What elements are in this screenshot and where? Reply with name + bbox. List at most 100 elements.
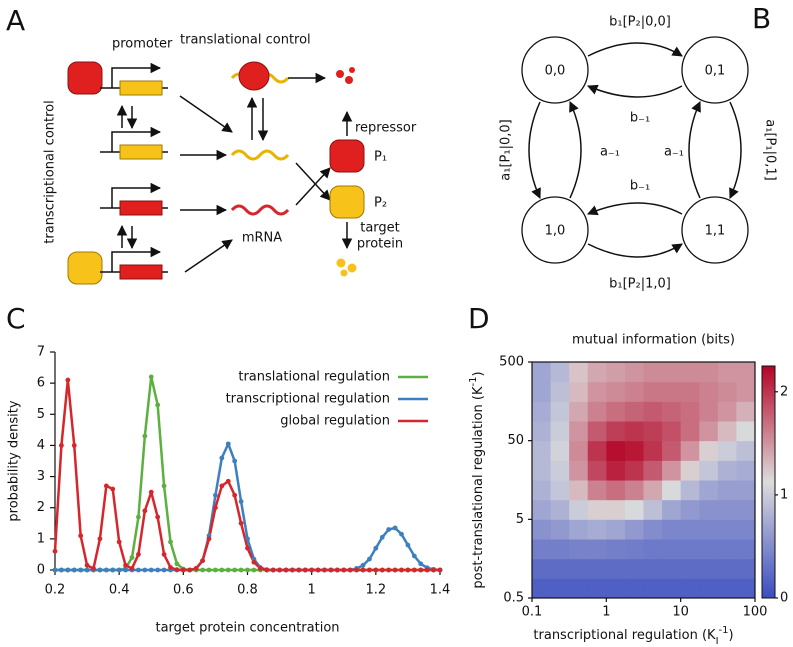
data-point xyxy=(270,567,276,573)
x-tick-label: 1.2 xyxy=(365,583,386,598)
heatmap-cell xyxy=(624,480,644,501)
data-point xyxy=(367,556,372,562)
y-tick-label: 0 xyxy=(37,563,45,578)
data-point xyxy=(97,567,103,573)
heatmap-cell xyxy=(717,460,737,481)
panel-letter: D xyxy=(468,302,490,335)
heatmap-cell xyxy=(643,460,663,481)
data-point xyxy=(437,567,443,573)
heatmap-cell xyxy=(587,401,607,422)
heatmap-cell xyxy=(532,421,552,442)
heatmap-cell xyxy=(680,558,700,579)
colorbar-tick-label: 1 xyxy=(780,487,788,502)
heatmap-cell xyxy=(532,539,552,560)
data-point xyxy=(84,567,90,573)
data-point xyxy=(257,566,263,571)
y-tick-label: 7 xyxy=(37,345,45,360)
heatmap-cell xyxy=(736,578,756,599)
fragment xyxy=(340,269,348,277)
transition-arrow xyxy=(528,101,541,199)
data-point xyxy=(148,567,154,573)
arrow xyxy=(184,239,233,273)
data-point xyxy=(418,561,424,567)
data-point xyxy=(174,567,180,573)
data-point xyxy=(238,499,244,504)
heatmap-cell xyxy=(606,401,626,422)
data-point xyxy=(116,567,122,573)
data-point xyxy=(193,566,199,571)
heatmap-cell xyxy=(550,381,570,402)
heatmap-cell xyxy=(736,519,756,540)
label: protein xyxy=(357,237,403,252)
promoter-arrow xyxy=(111,62,162,88)
protein-p2 xyxy=(329,185,365,219)
data-point xyxy=(283,567,289,573)
y-tick-label: 1 xyxy=(37,531,45,546)
heatmap-cell xyxy=(717,440,737,461)
x-tick-label: 0.4 xyxy=(109,583,130,598)
data-point xyxy=(52,567,58,573)
transition-arrow xyxy=(688,101,701,199)
data-point xyxy=(142,508,148,514)
heatmap-cell xyxy=(532,362,552,383)
data-point xyxy=(78,533,84,539)
data-point xyxy=(161,552,167,557)
heatmap-cell xyxy=(736,499,756,520)
data-point xyxy=(373,567,379,573)
heatmap-cell xyxy=(699,362,719,383)
edge-label: b₁[P₂|1,0] xyxy=(609,277,671,292)
data-point xyxy=(424,567,430,573)
heatmap-cell xyxy=(643,421,663,442)
heatmap-cell xyxy=(624,440,644,461)
colorbar-tick-label: 0 xyxy=(780,591,788,606)
heatmap-cell xyxy=(587,460,607,481)
heatmap-cell xyxy=(606,480,626,501)
data-point xyxy=(322,567,327,573)
heatmap-cell xyxy=(662,519,682,540)
heatmap-cell xyxy=(699,499,719,520)
heatmap-cell xyxy=(606,381,626,402)
heatmap-cell xyxy=(717,539,737,560)
x-tick-label: 0.6 xyxy=(173,583,194,598)
heatmap-cell xyxy=(532,519,552,540)
heatmap-cell xyxy=(569,539,589,560)
transition-arrow xyxy=(729,101,742,199)
heatmap-cell xyxy=(736,381,756,402)
arrow xyxy=(179,95,233,133)
state-node xyxy=(681,36,749,104)
data-point xyxy=(148,374,154,380)
heatmap-cell xyxy=(717,558,737,579)
data-point xyxy=(367,567,372,573)
label: promoter xyxy=(112,37,173,52)
data-point xyxy=(97,536,103,542)
heatmap-cell xyxy=(587,440,607,461)
heatmap-cell xyxy=(550,558,570,579)
label: repressor xyxy=(355,121,417,136)
heatmap-cell xyxy=(643,440,663,461)
heatmap-cell xyxy=(662,421,682,442)
panel-letter: B xyxy=(752,2,771,35)
data-point xyxy=(245,545,250,551)
label: mRNA xyxy=(242,231,282,246)
data-point xyxy=(399,567,404,573)
data-point xyxy=(110,486,116,492)
heatmap-cell xyxy=(736,480,756,501)
data-point xyxy=(379,534,385,540)
heatmap-cell xyxy=(624,381,644,402)
heatmap-cell xyxy=(569,558,589,579)
data-point xyxy=(219,455,225,461)
heatmap-cell xyxy=(699,480,719,501)
heatmap-cell xyxy=(624,519,644,540)
heatmap-cell xyxy=(662,539,682,560)
data-point xyxy=(411,553,417,559)
data-point xyxy=(238,567,244,573)
arrow xyxy=(295,167,331,206)
data-point xyxy=(174,561,180,567)
data-point xyxy=(136,552,141,557)
heatmap-cell xyxy=(624,558,644,579)
heatmap-cell xyxy=(532,440,552,461)
data-point xyxy=(129,566,135,571)
heatmap-cell xyxy=(662,499,682,520)
mrna-wave xyxy=(230,204,290,216)
heatmap-cell xyxy=(532,401,552,422)
